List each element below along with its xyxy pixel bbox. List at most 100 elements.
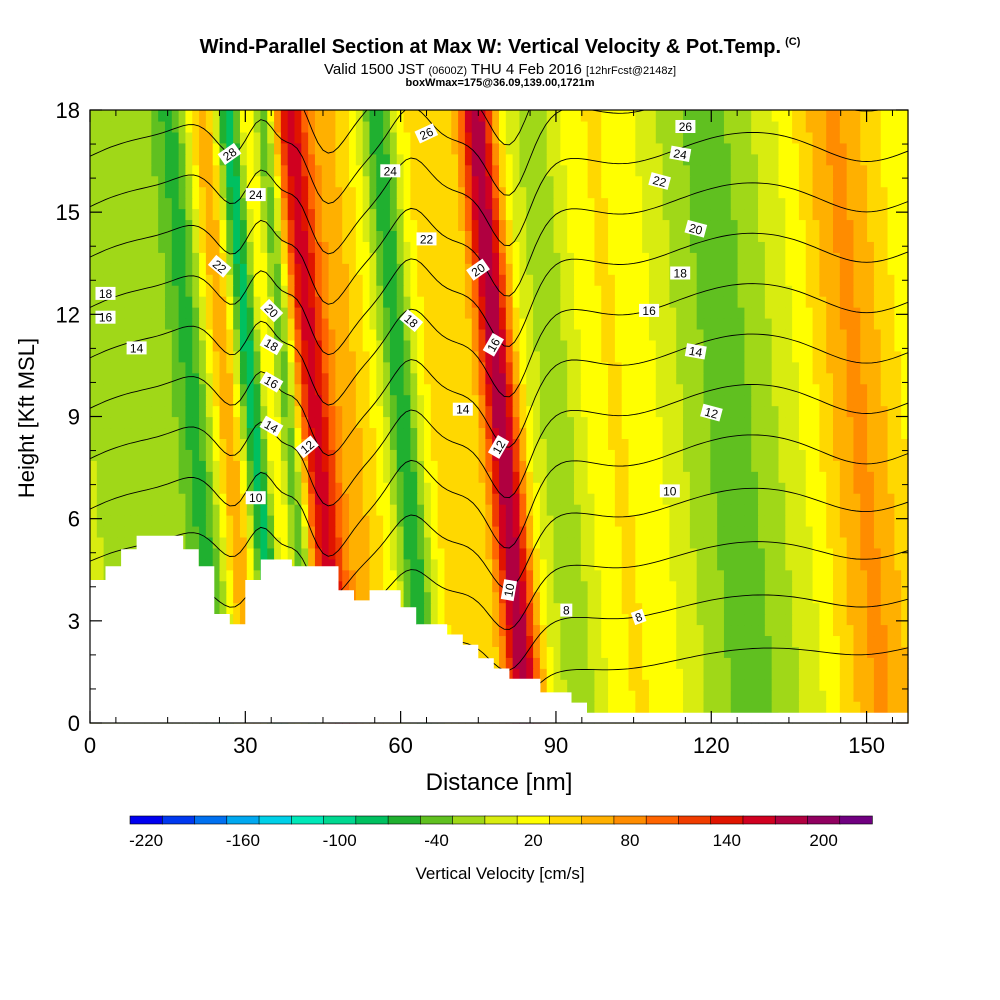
velocity-cell: [499, 405, 507, 418]
velocity-cell: [758, 361, 766, 374]
velocity-cell: [621, 525, 630, 538]
velocity-cell: [219, 328, 227, 341]
velocity-cell: [669, 657, 677, 669]
velocity-cell: [594, 525, 602, 538]
velocity-cell: [608, 591, 616, 604]
velocity-cell: [533, 296, 541, 308]
velocity-cell: [287, 536, 296, 549]
velocity-cell: [723, 646, 732, 658]
velocity-cell: [880, 613, 889, 626]
velocity-cell: [710, 416, 718, 429]
velocity-cell: [164, 471, 173, 483]
velocity-cell: [417, 493, 425, 505]
velocity-cell: [580, 471, 589, 483]
velocity-cell: [614, 361, 623, 374]
velocity-cell: [758, 701, 766, 713]
velocity-cell: [362, 285, 371, 297]
velocity-cell: [485, 558, 493, 571]
velocity-cell: [355, 580, 364, 593]
velocity-cell: [683, 482, 691, 494]
velocity-cell: [471, 613, 480, 626]
velocity-cell: [171, 515, 180, 527]
velocity-cell: [744, 339, 752, 352]
velocity-cell: [846, 328, 855, 341]
velocity-cell: [621, 350, 630, 363]
velocity-cell: [505, 449, 514, 461]
velocity-cell: [608, 350, 616, 363]
velocity-cell: [349, 460, 357, 472]
velocity-cell: [239, 602, 248, 615]
velocity-cell: [669, 701, 677, 713]
velocity-cell: [710, 274, 718, 286]
velocity-cell: [744, 471, 752, 483]
velocity-cell: [424, 405, 432, 418]
velocity-cell: [846, 646, 855, 658]
velocity-cell: [117, 558, 125, 571]
velocity-cell: [696, 427, 705, 439]
velocity-cell: [860, 657, 868, 669]
velocity-cell: [471, 427, 480, 439]
velocity-cell: [178, 482, 187, 494]
velocity-cell: [839, 580, 848, 593]
velocity-cell: [594, 504, 602, 516]
velocity-cell: [812, 405, 820, 418]
velocity-cell: [96, 558, 105, 571]
velocity-cell: [444, 547, 452, 560]
velocity-cell: [437, 307, 446, 319]
velocity-cell: [717, 515, 725, 527]
velocity-cell: [560, 493, 568, 505]
velocity-cell: [178, 438, 187, 450]
velocity-cell: [478, 504, 486, 516]
velocity-cell: [873, 668, 882, 680]
velocity-cell: [383, 427, 391, 439]
velocity-cell: [873, 536, 882, 549]
velocity-cell: [648, 668, 657, 680]
velocity-cell: [880, 679, 889, 691]
velocity-cell: [819, 405, 827, 418]
velocity-cell: [689, 504, 698, 516]
velocity-cell: [642, 525, 650, 538]
velocity-cell: [246, 569, 255, 582]
velocity-cell: [621, 416, 630, 429]
velocity-cell: [655, 591, 664, 604]
velocity-cell: [396, 361, 405, 374]
velocity-cell: [239, 482, 248, 494]
velocity-cell: [648, 460, 657, 472]
velocity-cell: [362, 536, 371, 549]
velocity-cell: [642, 274, 650, 286]
velocity-cell: [628, 668, 636, 680]
velocity-cell: [437, 274, 446, 286]
velocity-cell: [798, 580, 807, 593]
velocity-cell: [253, 504, 262, 516]
velocity-cell: [499, 635, 507, 647]
velocity-cell: [798, 504, 807, 516]
velocity-cell: [601, 701, 609, 713]
velocity-cell: [560, 383, 568, 396]
velocity-cell: [717, 580, 725, 593]
velocity-cell: [260, 274, 268, 286]
velocity-cell: [533, 449, 541, 461]
velocity-cell: [349, 438, 357, 450]
velocity-cell: [573, 515, 582, 527]
velocity-cell: [887, 328, 895, 341]
velocity-cell: [253, 482, 262, 494]
velocity-cell: [505, 482, 514, 494]
velocity-cell: [717, 635, 725, 647]
velocity-cell: [587, 536, 596, 549]
velocity-cell: [219, 438, 227, 450]
velocity-cell: [512, 328, 521, 341]
velocity-cell: [812, 285, 820, 297]
velocity-cell: [90, 569, 98, 582]
velocity-cell: [744, 394, 752, 407]
velocity-cell: [130, 383, 139, 396]
velocity-cell: [553, 307, 561, 319]
velocity-cell: [812, 624, 820, 637]
velocity-cell: [873, 274, 882, 286]
velocity-cell: [526, 416, 534, 429]
velocity-cell: [758, 591, 766, 604]
velocity-cell: [614, 372, 623, 385]
velocity-cell: [689, 328, 698, 341]
velocity-cell: [424, 328, 432, 341]
velocity-cell: [464, 372, 473, 385]
velocity-cell: [826, 350, 834, 363]
